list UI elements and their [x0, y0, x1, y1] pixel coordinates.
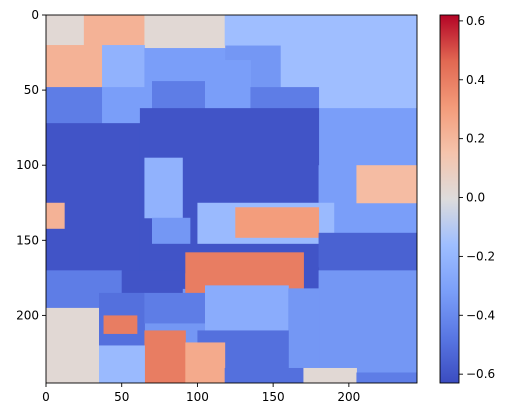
- y-axis-ticks: 0 50 100 150 200: [16, 8, 46, 322]
- heatmap-region: [318, 108, 417, 166]
- heatmap-region: [144, 15, 226, 49]
- heatmap-region: [224, 15, 282, 46]
- heatmap-region: [144, 157, 183, 219]
- x-tick-label: 200: [337, 390, 360, 404]
- colorbar-tick-label: 0.4: [466, 73, 485, 87]
- heatmap-region: [356, 372, 417, 383]
- colorbar-tick-label: −0.6: [466, 367, 495, 381]
- colorbar: [439, 14, 460, 384]
- heatmap-region: [103, 315, 138, 334]
- y-tick-label: 0: [31, 8, 39, 22]
- heatmap-region: [46, 307, 100, 383]
- heatmap-region: [46, 15, 85, 46]
- heatmap-region: [46, 202, 65, 229]
- x-axis-ticks: 0 50 100 150 200: [42, 383, 360, 404]
- y-tick-label: 100: [16, 158, 39, 172]
- heatmap-region: [144, 292, 206, 324]
- heatmap-cells: [46, 15, 417, 383]
- x-tick-label: 100: [186, 390, 209, 404]
- heatmap-region: [46, 87, 103, 124]
- heatmap-region: [205, 60, 251, 109]
- y-tick-label: 150: [16, 233, 39, 247]
- heatmap-region: [121, 270, 183, 294]
- plot-frame: [45, 14, 418, 384]
- heatmap-region: [46, 123, 141, 271]
- heatmap-region: [46, 45, 103, 88]
- heatmap-region: [152, 81, 206, 109]
- colorbar-tick-label: −0.4: [466, 308, 495, 322]
- heatmap-region: [224, 367, 304, 383]
- heatmap-region: [288, 288, 320, 376]
- heatmap-region: [356, 165, 417, 204]
- y-tick-label: 50: [24, 83, 39, 97]
- heatmap-region: [102, 45, 145, 88]
- heatmap-region: [205, 285, 289, 331]
- x-tick-label: 150: [262, 390, 285, 404]
- heatmap-region: [152, 217, 191, 244]
- heatmap-region: [185, 342, 226, 383]
- heatmap-region: [303, 367, 357, 383]
- colorbar-tick-label: 0.6: [466, 14, 485, 28]
- colorbar-tick-label: −0.2: [466, 249, 495, 263]
- heatmap-region: [99, 345, 145, 383]
- heatmap-region: [83, 15, 145, 46]
- heatmap-region: [235, 207, 320, 238]
- colorbar-ticks: −0.6 −0.4 −0.2 0.0 0.2 0.4 0.6: [459, 14, 495, 381]
- x-tick-label: 50: [114, 390, 129, 404]
- heatmap-region: [144, 330, 186, 383]
- x-tick-label: 0: [42, 390, 50, 404]
- colorbar-tick-label: 0.2: [466, 132, 485, 146]
- heatmap-region: [318, 232, 417, 271]
- y-tick-label: 200: [16, 308, 39, 322]
- heatmap-region: [318, 270, 417, 383]
- colorbar-tick-label: 0.0: [466, 191, 485, 205]
